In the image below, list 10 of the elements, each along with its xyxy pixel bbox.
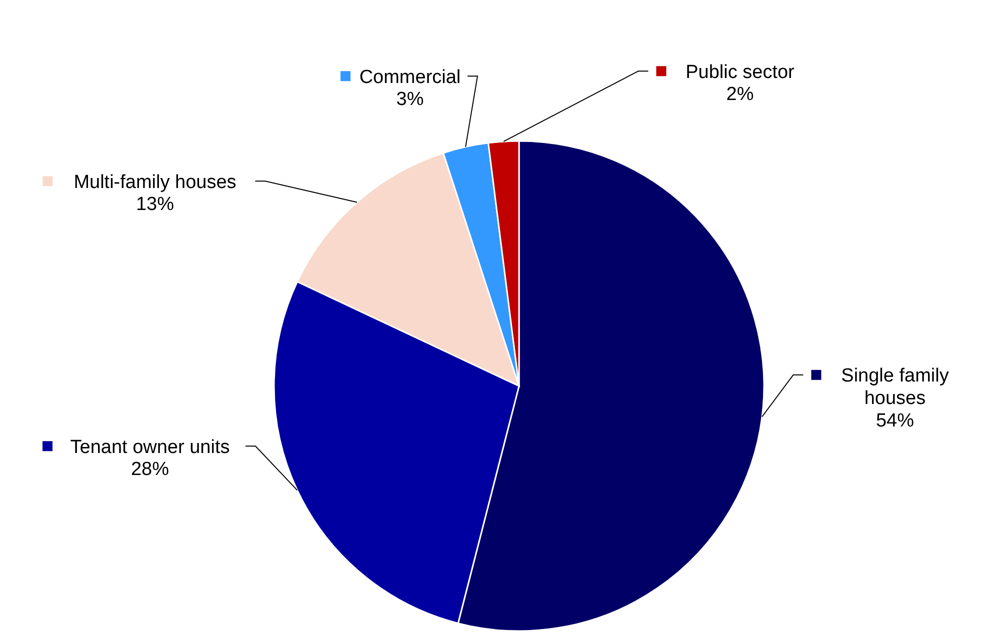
legend-label: Tenant owner units [70, 436, 230, 458]
legend-label: Commercial [359, 66, 461, 88]
legend-label: Single family houses [841, 366, 950, 409]
legend-label: Public sector [686, 62, 796, 83]
legend-label: Multi-family houses [74, 172, 236, 193]
data-label: 54% [876, 410, 914, 432]
data-label: 2% [726, 84, 754, 106]
data-label: 3% [396, 89, 424, 110]
data-label: 28% [130, 459, 170, 480]
data-label: 13% [136, 194, 174, 216]
